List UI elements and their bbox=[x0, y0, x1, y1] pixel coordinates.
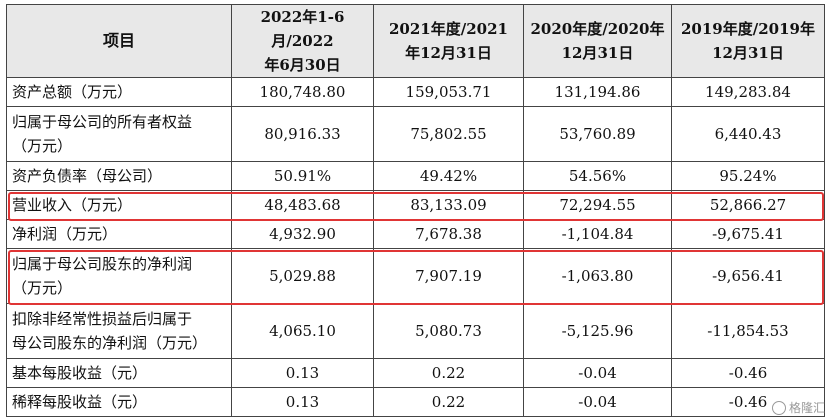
cell-value: -0.46 bbox=[671, 358, 825, 388]
row-total-assets: 资产总额（万元） 180,748.80 159,053.71 131,194.8… bbox=[6, 77, 825, 107]
cell-value: 50.91% bbox=[231, 161, 374, 191]
cell-value: -1,104.84 bbox=[523, 219, 672, 249]
cell-value: -11,854.53 bbox=[671, 303, 825, 359]
row-debt-ratio: 资产负债率（母公司） 50.91% 49.42% 54.56% 95.24% bbox=[6, 161, 825, 191]
cell-value: 72,294.55 bbox=[523, 190, 672, 220]
row-parent-net-profit: 归属于母公司股东的净利润 （万元） 5,029.88 7,907.19 -1,06… bbox=[6, 248, 825, 304]
cell-value: 0.13 bbox=[231, 387, 374, 417]
header-item: 项目 bbox=[6, 4, 232, 78]
row-label: 资产总额（万元） bbox=[6, 77, 232, 107]
cell-value: 4,065.10 bbox=[231, 303, 374, 359]
cell-value: 83,133.09 bbox=[373, 190, 524, 220]
header-2022-h1: 2022年1-6月/2022 年6月30日 bbox=[231, 4, 374, 78]
cell-value: -9,675.41 bbox=[671, 219, 825, 249]
row-diluted-eps: 稀释每股收益（元） 0.13 0.22 -0.04 -0.46 bbox=[6, 387, 825, 417]
row-basic-eps: 基本每股收益（元） 0.13 0.22 -0.04 -0.46 bbox=[6, 358, 825, 388]
row-adjusted-net-profit: 扣除非经常性损益后归属于 母公司股东的净利润（万元） 4,065.10 5,080… bbox=[6, 303, 825, 359]
cell-value: 180,748.80 bbox=[231, 77, 374, 107]
cell-value: 5,080.73 bbox=[373, 303, 524, 359]
row-label: 稀释每股收益（元） bbox=[6, 387, 232, 417]
cell-value: 5,029.88 bbox=[231, 248, 374, 304]
cell-value: 149,283.84 bbox=[671, 77, 825, 107]
row-revenue: 营业收入（万元） 48,483.68 83,133.09 72,294.55 5… bbox=[6, 190, 825, 220]
header-row: 项目 2022年1-6月/2022 年6月30日 2021年度/2021 年12月3… bbox=[6, 4, 825, 78]
row-label: 净利润（万元） bbox=[6, 219, 232, 249]
cell-value: 7,907.19 bbox=[373, 248, 524, 304]
cell-value: 54.56% bbox=[523, 161, 672, 191]
cell-value: -1,063.80 bbox=[523, 248, 672, 304]
cell-value: -0.46 bbox=[671, 387, 825, 417]
gelonghui-logo-icon bbox=[771, 400, 786, 415]
cell-value: 95.24% bbox=[671, 161, 825, 191]
watermark: 格隆汇 bbox=[771, 399, 825, 416]
row-label: 归属于母公司的所有者权益 （万元） bbox=[6, 106, 232, 162]
cell-value: 159,053.71 bbox=[373, 77, 524, 107]
cell-value: 48,483.68 bbox=[231, 190, 374, 220]
cell-value: -9,656.41 bbox=[671, 248, 825, 304]
cell-value: 4,932.90 bbox=[231, 219, 374, 249]
watermark-text: 格隆汇 bbox=[788, 401, 825, 415]
row-label: 资产负债率（母公司） bbox=[6, 161, 232, 191]
cell-value: 0.13 bbox=[231, 358, 374, 388]
row-label: 归属于母公司股东的净利润 （万元） bbox=[6, 248, 232, 304]
cell-value: 0.22 bbox=[373, 387, 524, 417]
cell-value: 0.22 bbox=[373, 358, 524, 388]
cell-value: 7,678.38 bbox=[373, 219, 524, 249]
row-net-profit: 净利润（万元） 4,932.90 7,678.38 -1,104.84 -9,6… bbox=[6, 219, 825, 249]
cell-value: 75,802.55 bbox=[373, 106, 524, 162]
cell-value: 53,760.89 bbox=[523, 106, 672, 162]
header-2021: 2021年度/2021 年12月31日 bbox=[373, 4, 524, 78]
header-2020: 2020年度/2020年 12月31日 bbox=[523, 4, 672, 78]
row-parent-equity: 归属于母公司的所有者权益 （万元） 80,916.33 75,802.55 53,… bbox=[6, 106, 825, 162]
cell-value: -5,125.96 bbox=[523, 303, 672, 359]
row-label: 营业收入（万元） bbox=[6, 190, 232, 220]
row-label: 扣除非经常性损益后归属于 母公司股东的净利润（万元） bbox=[6, 303, 232, 359]
cell-value: 52,866.27 bbox=[671, 190, 825, 220]
financial-summary-table: 项目 2022年1-6月/2022 年6月30日 2021年度/2021 年12月3… bbox=[6, 4, 825, 417]
cell-value: 131,194.86 bbox=[523, 77, 672, 107]
cell-value: -0.04 bbox=[523, 387, 672, 417]
cell-value: 80,916.33 bbox=[231, 106, 374, 162]
cell-value: 6,440.43 bbox=[671, 106, 825, 162]
cell-value: -0.04 bbox=[523, 358, 672, 388]
header-2019: 2019年度/2019年 12月31日 bbox=[671, 4, 825, 78]
row-label: 基本每股收益（元） bbox=[6, 358, 232, 388]
cell-value: 49.42% bbox=[373, 161, 524, 191]
